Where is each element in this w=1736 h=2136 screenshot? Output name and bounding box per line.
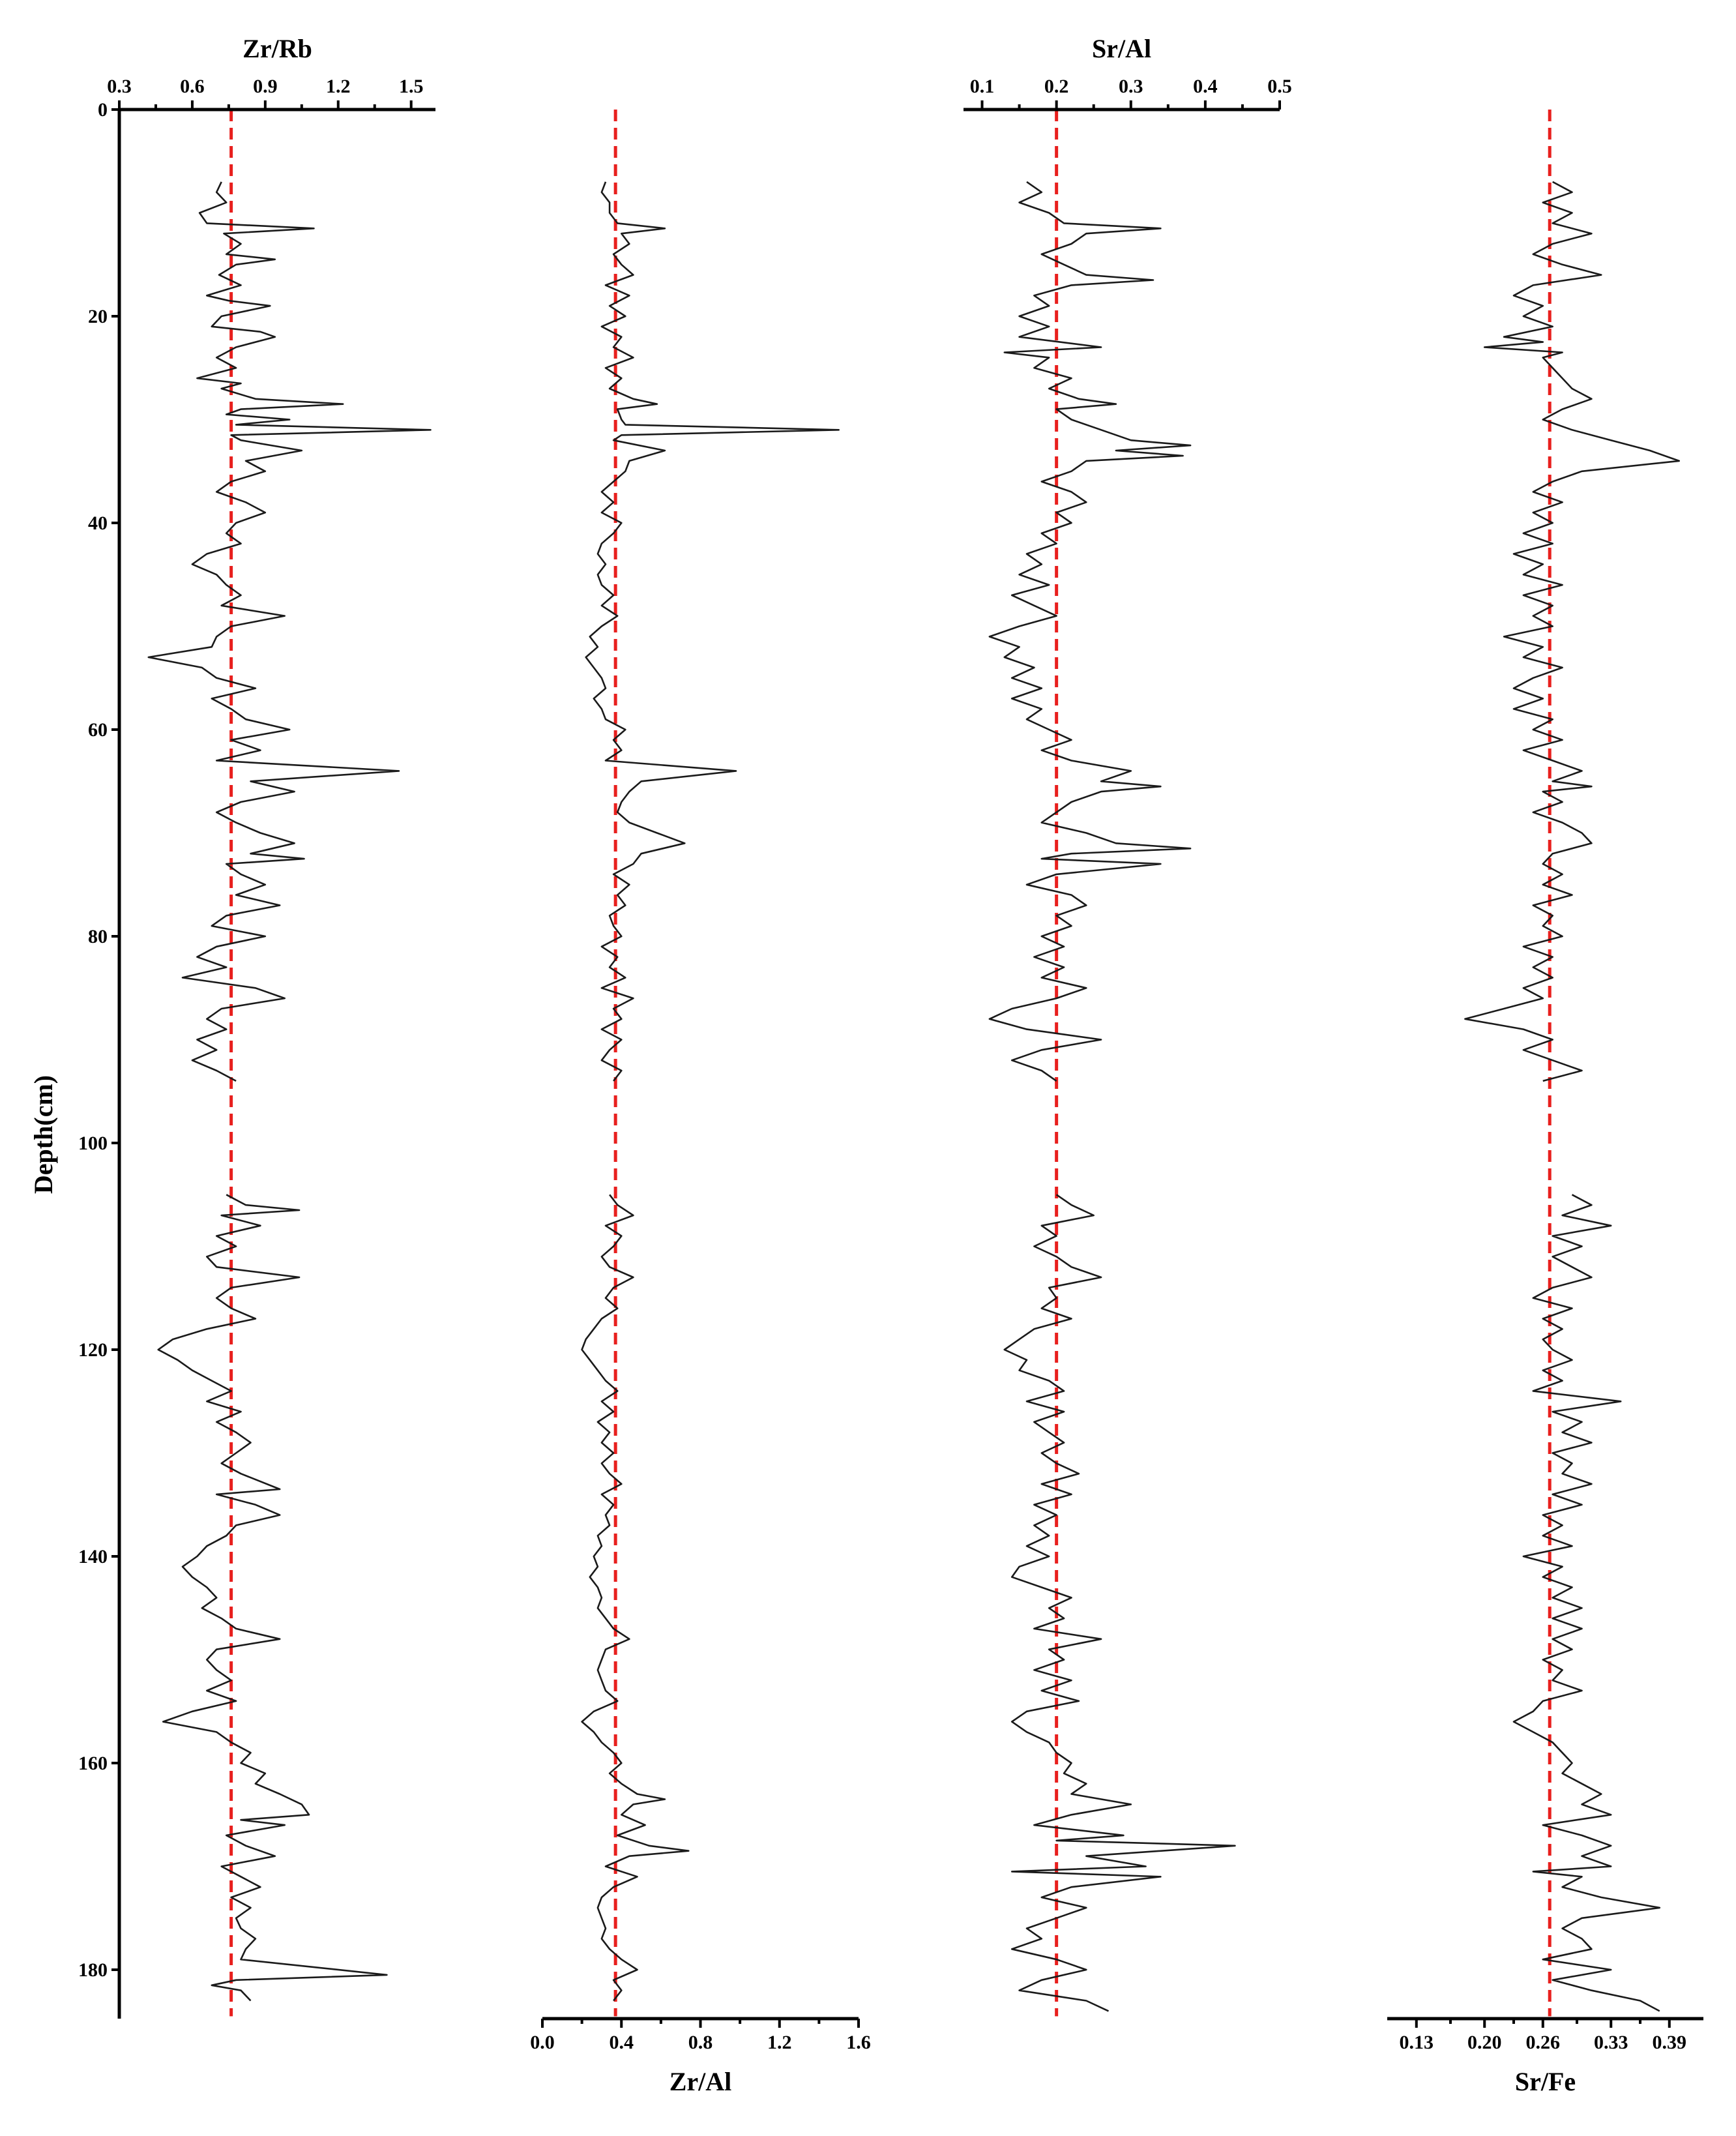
sr-al-series-segment-1 <box>988 181 1192 1082</box>
zr-rb-series-segment-2 <box>157 1194 388 2002</box>
y-tick-label-140: 140 <box>78 1546 108 1567</box>
zr-al-x-tick-label-3: 1.2 <box>767 2032 792 2053</box>
sr-fe-x-tick-label-4: 0.39 <box>1653 2032 1687 2053</box>
sr-al-x-tick-label-4: 0.5 <box>1267 76 1292 97</box>
zr-rb-x-tick-label-0: 0.3 <box>107 76 132 97</box>
y-tick-label-0: 0 <box>98 99 108 121</box>
zr-al-series-segment-1 <box>585 181 840 1082</box>
sr-fe-x-tick-label-0: 0.13 <box>1400 2032 1434 2053</box>
zr-rb-x-tick-label-3: 1.2 <box>326 76 351 97</box>
y-tick-label-120: 120 <box>78 1339 108 1361</box>
zr-al-x-tick-label-0: 0.0 <box>530 2032 555 2053</box>
zr-al-x-axis-title: Zr/Al <box>669 2067 732 2096</box>
axes-layer: 0 20 40 60 80 100 120 140 160 180 0.3 0.6 0.9 1.2 1.5 Z… <box>78 34 1703 2096</box>
sr-al-x-tick-label-0: 0.1 <box>970 76 995 97</box>
reference-lines-layer <box>229 110 1552 2017</box>
sr-al-x-tick-label-1: 0.2 <box>1044 76 1069 97</box>
zr-al-x-tick-label-2: 0.8 <box>688 2032 713 2053</box>
zr-al-x-tick-label-4: 1.6 <box>846 2032 871 2053</box>
zr-rb-x-tick-label-4: 1.5 <box>399 76 424 97</box>
zr-al-series-segment-2 <box>581 1194 690 2002</box>
y-axis-label: Depth(cm) <box>29 1075 58 1194</box>
sr-al-x-axis-title: Sr/Al <box>1092 34 1151 63</box>
sr-al-x-tick-label-2: 0.3 <box>1119 76 1143 97</box>
sr-fe-x-tick-label-2: 0.26 <box>1526 2032 1561 2053</box>
y-tick-label-80: 80 <box>88 926 108 947</box>
y-tick-label-100: 100 <box>78 1133 108 1154</box>
sr-al-series-segment-2 <box>1003 1194 1236 2012</box>
sr-fe-series-segment-1 <box>1464 181 1680 1082</box>
y-tick-label-180: 180 <box>78 1959 108 1981</box>
zr-rb-x-tick-label-1: 0.6 <box>180 76 205 97</box>
zr-rb-x-axis-title: Zr/Rb <box>243 34 312 63</box>
sr-fe-series-segment-2 <box>1512 1194 1661 2012</box>
sr-fe-x-tick-label-1: 0.20 <box>1467 2032 1502 2053</box>
zr-rb-x-tick-label-2: 0.9 <box>253 76 278 97</box>
sr-fe-x-axis-title: Sr/Fe <box>1515 2067 1576 2096</box>
y-tick-label-20: 20 <box>88 306 108 327</box>
zr-al-x-tick-label-1: 0.4 <box>610 2032 634 2053</box>
y-tick-label-60: 60 <box>88 719 108 741</box>
y-tick-label-160: 160 <box>78 1753 108 1774</box>
sr-al-x-tick-label-3: 0.4 <box>1193 76 1218 97</box>
series-lines-layer <box>147 181 1680 2012</box>
y-tick-label-40: 40 <box>88 512 108 534</box>
zr-rb-series-segment-1 <box>147 181 432 1082</box>
sr-fe-x-tick-label-3: 0.33 <box>1594 2032 1628 2053</box>
